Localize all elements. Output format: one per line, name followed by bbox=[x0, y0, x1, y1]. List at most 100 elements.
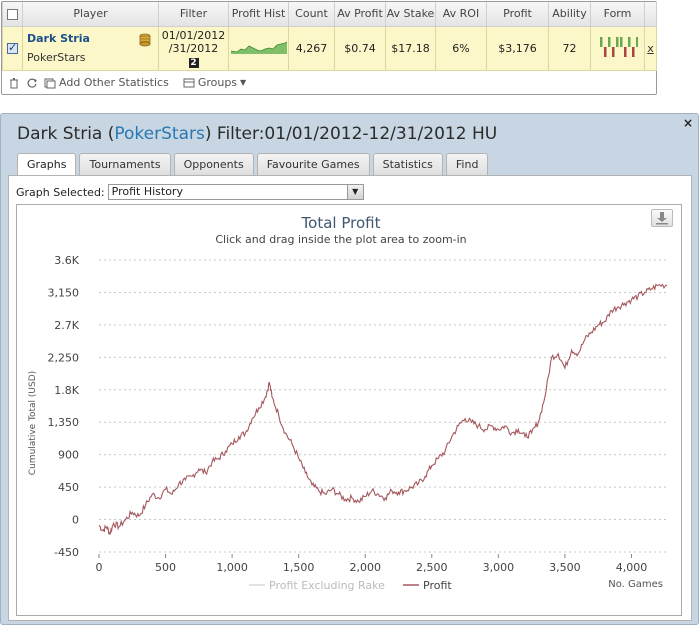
player-site: PokerStars bbox=[27, 51, 86, 64]
y-tick-label: 3.6K bbox=[54, 254, 79, 267]
trash-icon[interactable] bbox=[8, 77, 20, 89]
y-tick-label: 900 bbox=[58, 449, 79, 462]
col-header-count[interactable]: Count bbox=[288, 2, 335, 27]
legend-item-profit-excluding-rake[interactable]: Profit Excluding Rake bbox=[269, 579, 385, 592]
tab-statistics[interactable]: Statistics bbox=[372, 153, 443, 175]
series-line-profit[interactable] bbox=[98, 283, 668, 535]
col-header-av-roi[interactable]: Av ROI bbox=[435, 2, 487, 27]
grid-lines bbox=[99, 259, 667, 553]
title-player-name: Dark Stria bbox=[17, 124, 103, 144]
coins-icon[interactable] bbox=[138, 33, 152, 47]
y-tick-label: -450 bbox=[54, 546, 79, 559]
form-bar-win bbox=[635, 36, 638, 47]
filter-count-badge: 2 bbox=[188, 57, 199, 68]
remove-row-button[interactable]: x bbox=[647, 41, 654, 55]
player-name-link[interactable]: Dark Stria bbox=[27, 32, 90, 45]
download-icon bbox=[656, 212, 668, 225]
profit-chart-svg[interactable]: Total Profit Click and drag inside the p… bbox=[17, 205, 681, 615]
filter-date-start: 01/01/2012 bbox=[161, 28, 226, 42]
x-tick-label: 2,000 bbox=[349, 561, 381, 574]
form-bar-loss bbox=[611, 46, 614, 57]
stats-toolbar: Add Other Statistics Groups ▼ bbox=[2, 71, 656, 95]
col-header-av-profit[interactable]: Av Profit bbox=[334, 2, 386, 27]
col-header-profit-hist[interactable]: Profit Hist bbox=[228, 2, 289, 27]
av-profit-cell: $0.74 bbox=[334, 25, 386, 71]
col-header-profit[interactable]: Profit bbox=[486, 2, 549, 27]
close-icon[interactable]: × bbox=[682, 116, 693, 130]
filter-date-end: /31/2012 bbox=[168, 41, 219, 55]
y-tick-label: 2.7K bbox=[54, 319, 79, 332]
select-all-checkbox-cell[interactable] bbox=[2, 2, 23, 27]
chevron-down-icon: ▼ bbox=[240, 78, 247, 87]
select-all-checkbox[interactable] bbox=[7, 8, 18, 20]
download-chart-button[interactable] bbox=[651, 209, 673, 227]
tab-find[interactable]: Find bbox=[445, 153, 489, 175]
form-bar-win bbox=[619, 36, 622, 47]
window-title: Dark Stria (PokerStars) Filter:01/01/201… bbox=[17, 124, 498, 144]
col-header-spacer bbox=[644, 2, 657, 27]
tab-favourite-games[interactable]: Favourite Games bbox=[256, 153, 370, 175]
av-stake-cell: $17.18 bbox=[385, 25, 436, 71]
chart-legend: Profit Excluding Rake Profit bbox=[249, 579, 452, 592]
add-stats-icon bbox=[44, 78, 56, 88]
remove-row-cell[interactable]: x bbox=[644, 25, 657, 71]
groups-dropdown[interactable]: Groups ▼ bbox=[183, 76, 246, 89]
x-tick-label: 3,000 bbox=[483, 561, 515, 574]
y-axis-ticks: -450 0 450 900 1,350 1.8K 2,250 2.7K 3,150 3.6K bbox=[48, 254, 80, 559]
filter-cell[interactable]: 01/01/2012 /31/2012 2 bbox=[158, 25, 229, 71]
tab-tournaments[interactable]: Tournaments bbox=[79, 153, 171, 175]
y-tick-label: 1,350 bbox=[48, 416, 80, 429]
x-axis-ticks: 0 500 1,000 1,500 2,000 2,500 3,000 3,500 4,000 bbox=[96, 554, 648, 574]
y-tick-label: 3,150 bbox=[48, 286, 80, 299]
profit-cell: $3,176 bbox=[486, 25, 549, 71]
chevron-down-icon[interactable]: ▼ bbox=[346, 185, 363, 199]
col-header-filter[interactable]: Filter bbox=[158, 2, 229, 27]
row-checkbox-cell[interactable] bbox=[2, 25, 23, 71]
y-tick-label: 0 bbox=[72, 514, 79, 527]
x-tick-label: 3,500 bbox=[549, 561, 581, 574]
form-chart bbox=[599, 36, 638, 57]
player-stats-table: Player Filter Profit Hist Count Av Profi… bbox=[2, 2, 657, 71]
row-checkbox[interactable] bbox=[7, 41, 18, 54]
x-tick-label: 2,500 bbox=[416, 561, 448, 574]
x-tick-label: 1,500 bbox=[283, 561, 315, 574]
graph-select-label: Graph Selected: bbox=[16, 185, 105, 199]
graph-select-dropdown[interactable]: Profit History ▼ bbox=[107, 184, 364, 200]
col-header-av-stake[interactable]: Av Stake bbox=[385, 2, 436, 27]
title-site-link[interactable]: PokerStars bbox=[114, 124, 205, 144]
series-lines bbox=[98, 283, 668, 535]
legend-item-profit[interactable]: Profit bbox=[423, 579, 452, 592]
table-row[interactable]: Dark Stria PokerStars 01/01/2012 /31/201… bbox=[2, 25, 657, 71]
y-tick-label: 450 bbox=[58, 481, 79, 494]
col-header-player[interactable]: Player bbox=[22, 2, 159, 27]
chart-subtitle: Click and drag inside the plot area to z… bbox=[215, 233, 466, 246]
x-tick-label: 0 bbox=[96, 561, 103, 574]
form-bar-loss bbox=[623, 46, 626, 57]
form-bar-win bbox=[607, 36, 610, 47]
col-header-ability[interactable]: Ability bbox=[548, 2, 591, 27]
x-tick-label: 1,000 bbox=[216, 561, 248, 574]
window-tabs: Graphs Tournaments Opponents Favourite G… bbox=[17, 153, 489, 176]
x-tick-label: 4,000 bbox=[616, 561, 648, 574]
player-cell: Dark Stria PokerStars bbox=[22, 25, 159, 71]
refresh-icon[interactable] bbox=[26, 77, 38, 89]
tab-graphs[interactable]: Graphs bbox=[17, 153, 77, 176]
add-other-statistics-label: Add Other Statistics bbox=[59, 76, 169, 89]
col-header-form[interactable]: Form bbox=[590, 2, 645, 27]
table-header-row: Player Filter Profit Hist Count Av Profi… bbox=[2, 2, 657, 27]
x-axis-label: No. Games bbox=[608, 579, 663, 590]
x-tick-label: 500 bbox=[155, 561, 176, 574]
graph-select-value: Profit History bbox=[111, 185, 183, 198]
form-bar-win bbox=[615, 36, 618, 47]
add-other-statistics-button[interactable]: Add Other Statistics bbox=[44, 76, 169, 89]
form-bar-win bbox=[599, 36, 602, 47]
profit-chart[interactable]: Total Profit Click and drag inside the p… bbox=[16, 204, 682, 616]
y-tick-label: 1.8K bbox=[54, 384, 79, 397]
profit-hist-sparkline-cell bbox=[228, 25, 289, 71]
player-details-window: × Dark Stria (PokerStars) Filter:01/01/2… bbox=[0, 113, 699, 625]
title-filter: Filter:01/01/2012-12/31/2012 HU bbox=[216, 124, 498, 144]
form-bar-win bbox=[627, 36, 630, 47]
groups-icon bbox=[183, 78, 195, 87]
groups-label: Groups bbox=[197, 76, 238, 89]
tab-opponents[interactable]: Opponents bbox=[173, 153, 254, 175]
